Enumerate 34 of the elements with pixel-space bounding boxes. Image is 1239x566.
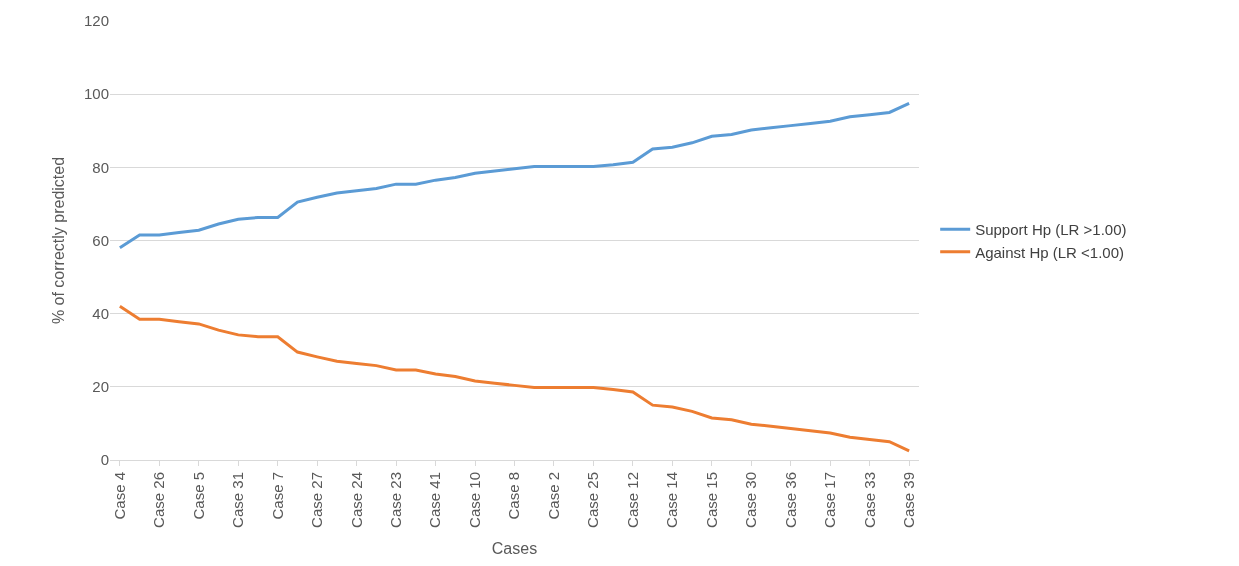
x-tick-label: Case 5 bbox=[189, 472, 207, 520]
x-tick-label: Case 2 bbox=[544, 472, 562, 520]
y-tick-label: 100 bbox=[83, 85, 109, 103]
x-tick-label: Case 39 bbox=[900, 472, 918, 528]
x-tick-label: Case 15 bbox=[702, 472, 720, 528]
legend-label: Support Hp (LR >1.00) bbox=[975, 221, 1127, 239]
x-tick-label: Case 33 bbox=[860, 472, 878, 528]
y-tick-label: 40 bbox=[92, 304, 109, 322]
x-tick-label: Case 25 bbox=[584, 472, 602, 528]
x-tick-label: Case 27 bbox=[308, 472, 326, 528]
x-tick-label: Case 12 bbox=[623, 472, 641, 528]
x-tick-label: Case 41 bbox=[426, 472, 444, 528]
x-tick-label: Case 7 bbox=[268, 472, 286, 520]
x-tick-label: Case 4 bbox=[110, 472, 128, 520]
x-tick-label: Case 23 bbox=[386, 472, 404, 528]
y-tick-label: 0 bbox=[100, 451, 109, 469]
x-tick-label: Case 26 bbox=[150, 472, 168, 528]
x-tick-label: Case 17 bbox=[821, 472, 839, 528]
y-tick-label: 120 bbox=[83, 12, 109, 30]
legend-label: Against Hp (LR <1.00) bbox=[975, 243, 1125, 261]
x-tick-label: Case 14 bbox=[663, 472, 681, 528]
y-tick-label: 80 bbox=[92, 158, 109, 176]
y-axis-title: % of correctly predicted bbox=[49, 156, 67, 325]
x-tick-label: Case 36 bbox=[781, 472, 799, 528]
x-tick-label: Case 8 bbox=[505, 472, 523, 520]
x-axis-title: Cases bbox=[491, 539, 538, 557]
line-series bbox=[118, 101, 911, 250]
x-tick-label: Case 24 bbox=[347, 472, 365, 528]
x-tick-label: Case 30 bbox=[742, 472, 760, 528]
y-tick-label: 20 bbox=[92, 378, 109, 396]
x-tick-label: Case 31 bbox=[229, 472, 247, 528]
x-tick-label: Case 10 bbox=[465, 472, 483, 528]
y-tick-label: 60 bbox=[92, 231, 109, 249]
line-series bbox=[118, 304, 911, 453]
